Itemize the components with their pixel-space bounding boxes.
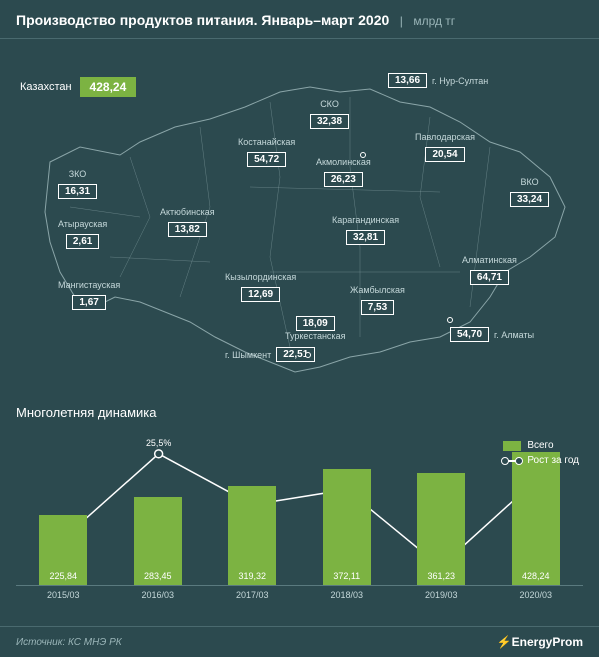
bar-value-label: 319,32 (238, 571, 266, 581)
legend-total-label: Всего (527, 440, 553, 451)
bar: 428,24 (512, 452, 560, 585)
legend-line-icon (503, 460, 521, 462)
bar: 319,32 (228, 486, 276, 585)
bar-slot: 225,84 (16, 515, 111, 585)
city-dot-icon (447, 317, 453, 323)
bar-value-label: 361,23 (427, 571, 455, 581)
country-label: Казахстан (20, 81, 72, 93)
x-axis-label: 2016/03 (111, 590, 206, 600)
header: Производство продуктов питания. Январь–м… (0, 0, 599, 39)
kazakhstan-map-outline (10, 47, 589, 397)
bar-line-chart: 4,5%25,5%12,7%16,5%-2,9%18,5% 225,84 283… (16, 426, 583, 586)
chart-title: Многолетняя динамика (16, 405, 583, 420)
bar: 225,84 (39, 515, 87, 585)
svg-text:25,5%: 25,5% (146, 438, 171, 448)
brand-icon: ⚡ (497, 635, 512, 649)
legend-growth-label: Рост за год (527, 455, 579, 466)
city-dot-icon (360, 152, 366, 158)
page-title: Производство продуктов питания. Январь–м… (16, 12, 389, 28)
legend-growth: Рост за год (503, 455, 579, 466)
bar-value-label: 225,84 (49, 571, 77, 581)
x-axis-labels: 2015/032016/032017/032018/032019/032020/… (16, 590, 583, 600)
map-area: Казахстан 428,24 СКО32,3813,66г. Нур-Сул… (10, 47, 589, 397)
x-axis-label: 2018/03 (300, 590, 395, 600)
source-text: КС МНЭ РК (68, 637, 122, 648)
x-axis-label: 2019/03 (394, 590, 489, 600)
brand-logo: ⚡EnergyProm (497, 635, 583, 649)
footer: Источник: КС МНЭ РК ⚡EnergyProm (0, 626, 599, 657)
bar-value-label: 428,24 (522, 571, 550, 581)
unit-separator: | (400, 14, 403, 28)
legend-total: Всего (503, 440, 579, 451)
bar: 283,45 (134, 497, 182, 585)
bar-slot: 361,23 (394, 473, 489, 585)
bar-slot: 372,11 (300, 469, 395, 585)
bar-value-label: 372,11 (333, 571, 360, 581)
bar-slot: 428,24 (489, 452, 584, 585)
chart-legend: Всего Рост за год (503, 440, 579, 470)
city-dot-icon (305, 352, 311, 358)
brand-text: EnergyProm (512, 635, 583, 649)
bar-slot: 283,45 (111, 497, 206, 585)
chart-section: Многолетняя динамика 4,5%25,5%12,7%16,5%… (0, 397, 599, 600)
source-prefix: Источник: (16, 637, 68, 648)
bar-value-label: 283,45 (144, 571, 172, 581)
legend-swatch-icon (503, 441, 521, 451)
bar-slot: 319,32 (205, 486, 300, 585)
x-axis-label: 2017/03 (205, 590, 300, 600)
bar: 372,11 (323, 469, 371, 585)
bar: 361,23 (417, 473, 465, 585)
country-value: 428,24 (80, 77, 137, 97)
country-total: Казахстан 428,24 (20, 77, 136, 97)
unit-label: млрд тг (413, 14, 455, 28)
source-line: Источник: КС МНЭ РК (16, 637, 122, 648)
x-axis-label: 2015/03 (16, 590, 111, 600)
x-axis-label: 2020/03 (489, 590, 584, 600)
